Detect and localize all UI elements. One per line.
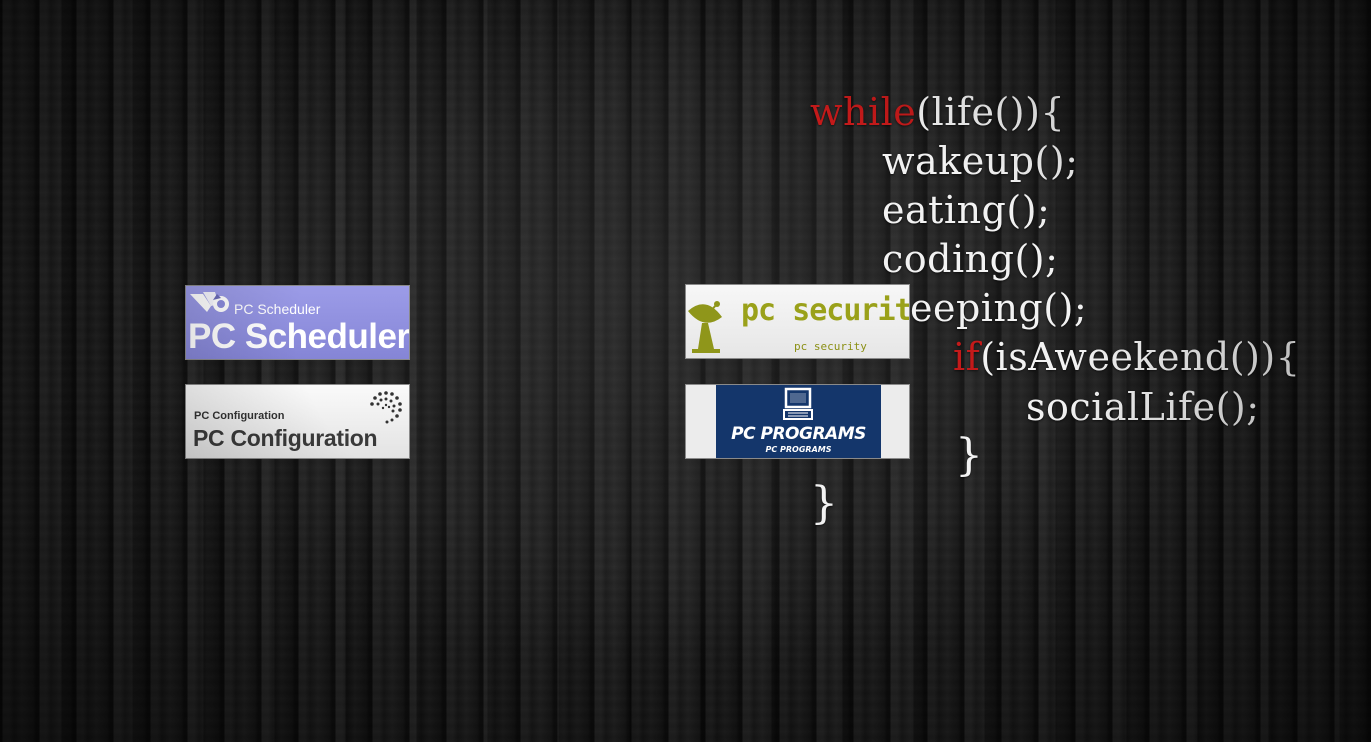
pc-programs-shortcut[interactable]: PC PROGRAMS PC PROGRAMS <box>685 384 910 459</box>
shortcut-title: pc security <box>741 293 910 328</box>
shortcut-small-label: pc security <box>794 340 867 353</box>
code-line-wakeup: wakeup(); <box>882 139 1079 183</box>
code-line-close-if: } <box>955 430 984 481</box>
shortcut-small-label: PC PROGRAMS <box>765 445 832 454</box>
code-text: (life()){ <box>916 90 1066 134</box>
shortcut-small-label: PC Scheduler <box>234 301 321 317</box>
code-line-sociallife: socialLife(); <box>1026 385 1260 429</box>
shortcut-title: PC PROGRAMS <box>731 424 866 444</box>
code-keyword-if: if <box>953 335 981 379</box>
code-text: (isAweekend()){ <box>980 335 1301 379</box>
shortcut-title: PC Scheduler <box>188 317 410 356</box>
code-line-while: while(life()){ <box>810 93 1065 131</box>
code-line-close-while: } <box>810 478 839 529</box>
code-line-coding: coding(); <box>882 237 1059 281</box>
shortcut-small-label: PC Configuration <box>194 410 285 422</box>
pc-security-shortcut[interactable]: pc security pc security <box>685 284 910 359</box>
code-line-if: if(isAweekend()){ <box>953 338 1300 376</box>
pc-scheduler-shortcut[interactable]: PC Scheduler PC Scheduler <box>185 285 410 360</box>
pc-programs-banner: PC PROGRAMS PC PROGRAMS <box>716 385 881 458</box>
spiral-dots-icon <box>368 389 404 430</box>
code-line-eating: eating(); <box>882 188 1051 232</box>
pc-configuration-shortcut[interactable]: PC Configuration PC Configuration <box>185 384 410 459</box>
code-keyword-while: while <box>810 90 917 134</box>
code-line-sleeping: eeping(); <box>910 286 1088 330</box>
shortcut-title: PC Configuration <box>193 425 378 451</box>
satellite-dish-icon <box>686 291 736 358</box>
computer-monitor-icon <box>783 387 813 428</box>
